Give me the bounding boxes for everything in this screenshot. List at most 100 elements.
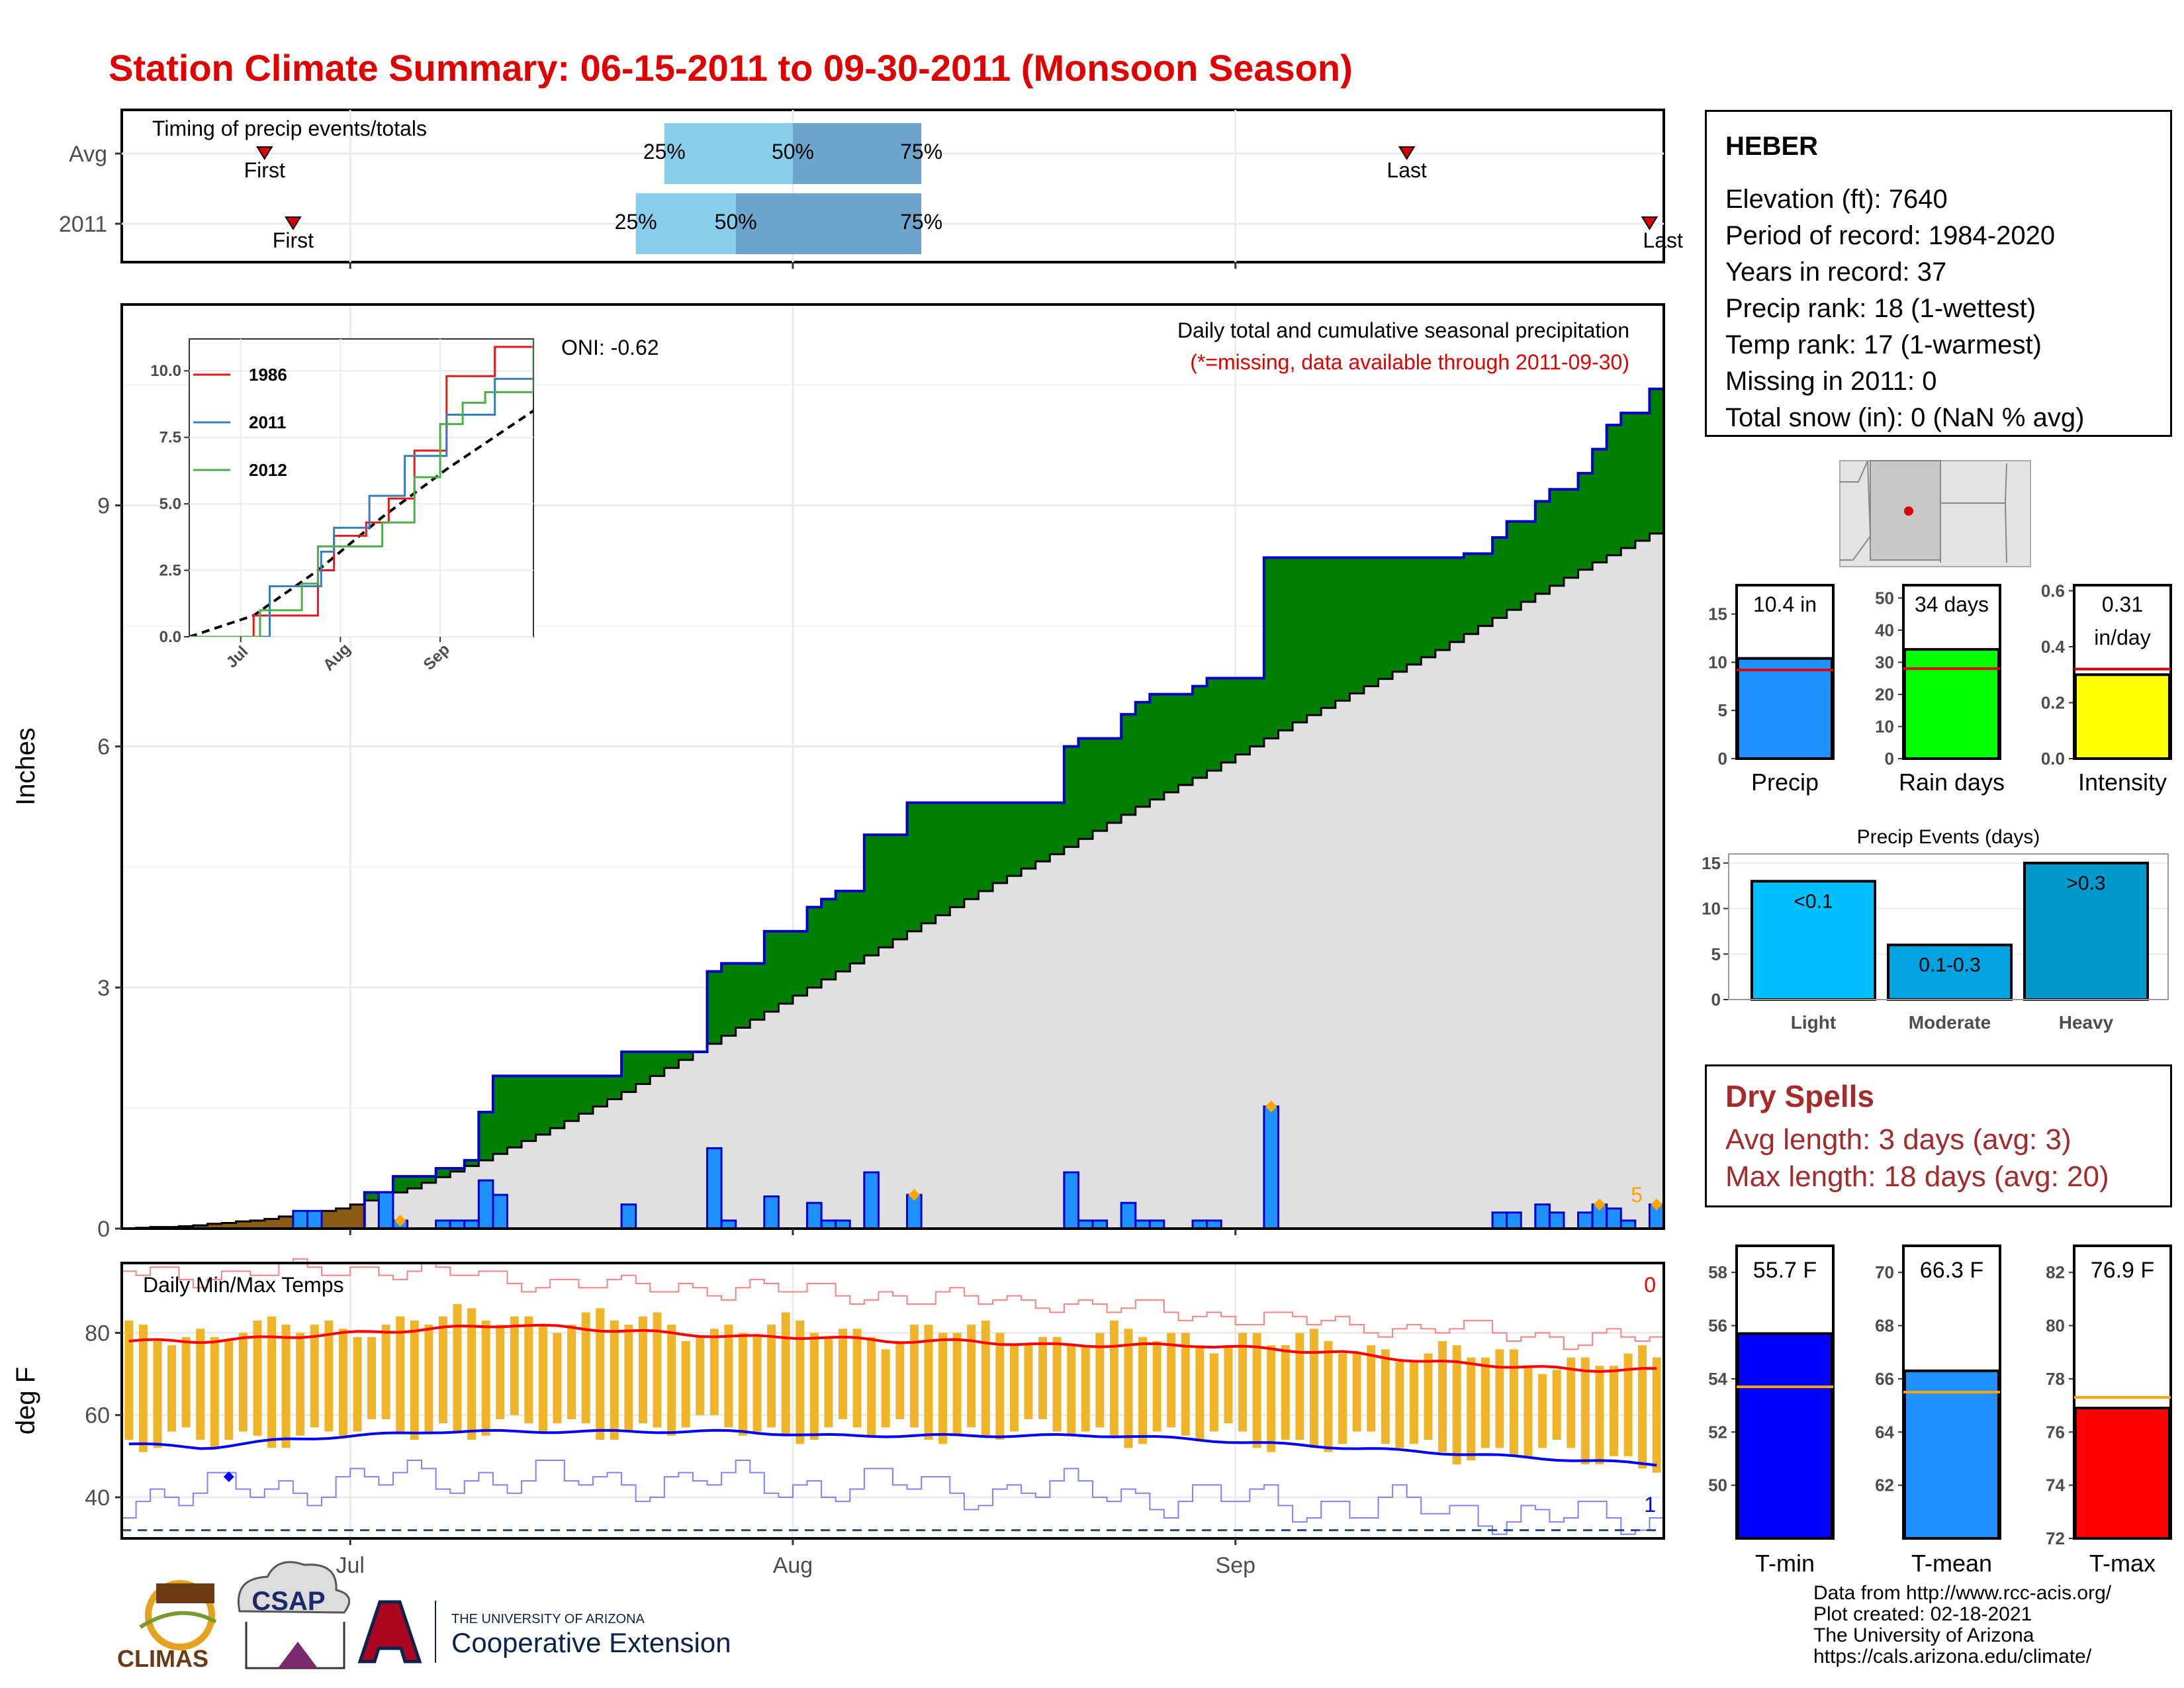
daily-temp-bar — [1580, 1357, 1590, 1465]
oni-label: ONI: -0.62 — [561, 336, 659, 359]
daily-temp-bar — [1338, 1353, 1347, 1444]
dry-spells-avg: Avg length: 3 days (avg: 3) — [1725, 1123, 2071, 1156]
daily-precip-bar — [1491, 1211, 1508, 1230]
above-avg-fill — [1406, 557, 1422, 665]
daily-temp-bar — [253, 1320, 262, 1436]
climas-logo-text: CLIMAS — [117, 1645, 208, 1672]
timing-bar-q2 — [735, 193, 922, 254]
gauge-0-tick-label: 15 — [1708, 604, 1727, 624]
above-avg-fill — [1606, 425, 1621, 555]
above-avg-fill — [1050, 802, 1065, 855]
above-avg-fill — [1007, 802, 1022, 876]
above-avg-fill — [1592, 449, 1608, 563]
climas-logo-band — [156, 1583, 214, 1603]
daily-precip-bar — [292, 1209, 308, 1230]
daily-precip-bar — [1120, 1201, 1137, 1230]
inset-legend-label: 2012 — [249, 460, 287, 480]
precip-subtitle: Daily total and cumulative seasonal prec… — [1177, 318, 1629, 342]
events-ytick-label: 15 — [1702, 853, 1721, 873]
tgauge-tick-label: 66 — [1875, 1369, 1894, 1389]
daily-precip-bar — [306, 1209, 323, 1230]
daily-temp-bar — [596, 1308, 605, 1440]
daily-temp-bar — [567, 1325, 576, 1419]
above-avg-fill — [364, 1192, 379, 1201]
daily-temp-bar — [1538, 1374, 1547, 1448]
below-avg-fill — [336, 1208, 351, 1229]
event-category-label: Moderate — [1909, 1012, 1991, 1033]
daily-temp-bar — [638, 1316, 647, 1424]
tgauge-tick-label: 64 — [1875, 1422, 1894, 1442]
daily-precip-bar — [806, 1201, 823, 1230]
daily-temp-bar — [824, 1336, 833, 1428]
below-avg-fill — [322, 1211, 337, 1229]
daily-precip-bar — [1606, 1207, 1622, 1230]
above-avg-fill — [635, 1051, 651, 1084]
precip-ytick-label: 6 — [97, 735, 110, 760]
inset-series-group — [189, 339, 533, 637]
above-avg-fill — [592, 1076, 608, 1107]
avg-max-line — [128, 1323, 1657, 1373]
below-avg-fill — [264, 1219, 279, 1229]
timing-bar-q2 — [792, 123, 922, 184]
daily-temp-bar — [524, 1316, 533, 1424]
gauge-1-tick-label: 40 — [1875, 620, 1894, 640]
csap-logo-text: CSAP — [251, 1587, 325, 1616]
ua-logo-big-text: Cooperative Extension — [451, 1627, 731, 1658]
above-avg-fill — [807, 907, 822, 988]
last-event-marker — [1641, 216, 1659, 230]
station-elevation: Elevation (ft): 7640 — [1725, 185, 1948, 214]
daily-temp-bar — [881, 1349, 890, 1428]
daily-temp-bar — [952, 1333, 962, 1436]
above-avg-fill — [1349, 557, 1365, 694]
below-avg-fill — [350, 1204, 365, 1229]
daily-temp-bar — [1424, 1353, 1433, 1440]
tgauge-tick-label: 78 — [2046, 1369, 2065, 1389]
tgauge-tick-label: 72 — [2046, 1528, 2065, 1548]
daily-temp-bar — [138, 1325, 148, 1452]
above-avg-fill — [1035, 802, 1050, 862]
precip-ytick-label: 0 — [97, 1217, 110, 1242]
daily-temp-bar — [752, 1336, 762, 1432]
edge-count-label: 5 — [1631, 1183, 1643, 1207]
daily-precip-bar — [492, 1194, 508, 1230]
temp-gauges: 50 52 54 56 58 55.7 F T-min 62 64 66 68 70 66.3 F T-m… — [1708, 1244, 2172, 1577]
tgauge-bar — [1903, 1369, 2000, 1540]
event-bar — [1751, 880, 1876, 1001]
daily-precip-bar — [763, 1195, 780, 1230]
above-avg-fill — [1435, 557, 1450, 650]
daily-temp-bar — [496, 1325, 505, 1419]
above-avg-fill — [864, 835, 880, 956]
above-avg-fill — [621, 1051, 637, 1092]
gauge-1-tick-label: 10 — [1875, 716, 1894, 736]
daily-temp-bar — [809, 1333, 819, 1440]
above-avg-fill — [1563, 489, 1579, 578]
daily-precip-bar — [1577, 1211, 1594, 1230]
above-avg-fill — [522, 1076, 537, 1141]
daily-temp-bar — [1224, 1345, 1233, 1424]
below-avg-fill — [222, 1223, 237, 1229]
above-avg-fill — [1206, 678, 1222, 771]
tgauge-tick-label: 74 — [2046, 1476, 2065, 1495]
daily-precip-bar — [1506, 1211, 1522, 1230]
station-years: Years in record: 37 — [1725, 258, 1947, 287]
above-avg-fill — [935, 802, 950, 915]
gauge-0-bar — [1737, 657, 1833, 760]
footer-plot-date: Plot created: 02-18-2021 — [1813, 1603, 2032, 1625]
above-avg-fill — [707, 971, 722, 1044]
daily-temp-bar — [353, 1336, 362, 1432]
above-avg-fill — [1064, 746, 1079, 847]
station-name: HEBER — [1725, 132, 1819, 161]
gauge-1-name: Rain days — [1899, 769, 2005, 796]
daily-temp-bar — [267, 1316, 276, 1448]
daily-temp-bar — [1409, 1362, 1418, 1444]
daily-temp-bar — [181, 1336, 191, 1428]
temps-panel: 40 60 80 deg F Daily Min/Max Temps 0 1 Jul Aug Se… — [11, 1258, 1665, 1578]
temps-title: Daily Min/Max Temps — [143, 1273, 343, 1297]
daily-temp-bar — [1638, 1345, 1647, 1469]
daily-temp-bar — [1195, 1345, 1205, 1440]
gauge-1-tick-label: 30 — [1875, 652, 1894, 672]
daily-temp-bar — [909, 1325, 919, 1428]
daily-temp-bar — [1024, 1345, 1033, 1419]
